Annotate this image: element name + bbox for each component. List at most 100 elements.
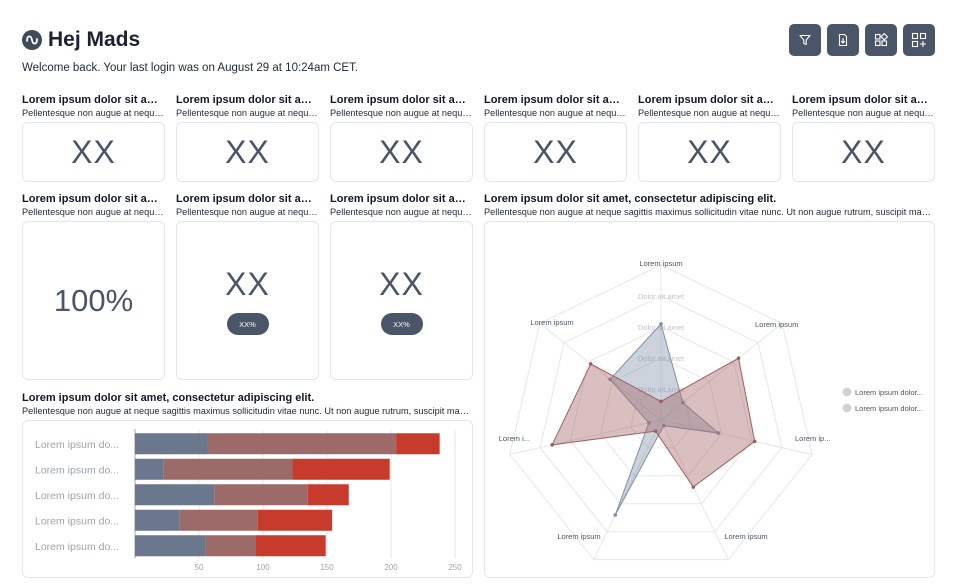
- change-badge: XX%: [380, 313, 423, 335]
- bar-segment: [179, 509, 258, 531]
- widget-title: Lorem ipsum dolor sit amet, consectetur: [330, 193, 473, 205]
- widget-title: Lorem ipsum dolor sit amet, consectetur: [792, 94, 935, 106]
- filter-icon: [799, 34, 811, 46]
- widget-subtitle: Pellentesque non augue at neque sagittis: [176, 207, 319, 217]
- widget-title: Lorem ipsum dolor sit amet, consectetur: [176, 193, 319, 205]
- bar-segment: [205, 535, 256, 557]
- kpi-card-5[interactable]: XX: [638, 122, 781, 182]
- trend-widget-1: Lorem ipsum dolor sit amet, consectetur …: [176, 193, 319, 218]
- grid-layout-icon: [874, 33, 888, 47]
- bar-segment: [396, 433, 440, 455]
- radar-point: [661, 423, 666, 428]
- radar-point: [752, 439, 757, 444]
- radar-card: Dolor sit amet Dolor sit amet Dolor sit am…: [484, 221, 935, 578]
- kpi-value: XX: [379, 266, 424, 302]
- widget-subtitle: Pellentesque non augue at neque sagittis…: [484, 207, 934, 217]
- add-widget-button[interactable]: [903, 24, 935, 56]
- trend-widget-2: Lorem ipsum dolor sit amet, consectetur …: [330, 193, 473, 218]
- widget-subtitle: Pellentesque non augue at neque sagittis: [330, 207, 473, 217]
- widget-title: Lorem ipsum dolor sit amet, consectetur: [638, 94, 781, 106]
- bar-segment: [163, 458, 293, 480]
- kpi-widget-4: Lorem ipsum dolor sit amet, consectetur …: [484, 94, 627, 119]
- kpi-value: XX: [225, 133, 270, 170]
- bar-segment: [135, 458, 164, 480]
- widget-title: Lorem ipsum dolor sit amet, consectetur: [22, 94, 165, 106]
- bar-segment: [135, 484, 215, 506]
- bar-segment: [135, 509, 180, 531]
- bar-segment: [257, 509, 333, 531]
- radar-point: [613, 513, 618, 517]
- radar-ring-label: Dolor sit amet: [638, 385, 685, 394]
- kpi-card-4[interactable]: XX: [484, 122, 627, 182]
- x-tick-label: 50: [195, 563, 204, 572]
- percent-card[interactable]: 100%: [22, 221, 165, 380]
- radar-axis-label: Lorem ipsum: [530, 318, 573, 327]
- radar-ring: [509, 264, 813, 561]
- kpi-card-6[interactable]: XX: [792, 122, 935, 182]
- trend-card-2[interactable]: XX XX%: [330, 221, 473, 380]
- kpi-card-2[interactable]: XX: [176, 122, 319, 182]
- category-label: Lorem ipsum do...: [35, 439, 119, 451]
- kpi-value: XX: [225, 266, 270, 302]
- radar-ring: [539, 295, 783, 533]
- radar-axis-label: Lorem ipsum: [639, 259, 682, 268]
- radar-axis-label: Lorem ipsum: [724, 532, 767, 541]
- toolbar: [789, 24, 935, 56]
- stacked-bar-chart: 50 100 150 200 250 Lorem ipsum do... Lorem ips…: [35, 429, 462, 572]
- radar-series-area: [609, 322, 721, 516]
- layout-button[interactable]: [865, 24, 897, 56]
- radar-point: [659, 322, 663, 326]
- widget-title: Lorem ipsum dolor sit amet, consectetur: [330, 94, 473, 106]
- bar-segment: [214, 484, 308, 506]
- kpi-widget-5: Lorem ipsum dolor sit amet, consectetur …: [638, 94, 781, 119]
- radar-axis-label: Lorem ipsum: [755, 320, 798, 329]
- radar-spoke: [593, 419, 662, 560]
- logo-icon: [22, 30, 42, 50]
- widget-title: Lorem ipsum dolor sit amet, consectetur: [484, 94, 627, 106]
- radar-series-area: [551, 357, 756, 488]
- category-label: Lorem ipsum do...: [35, 515, 119, 527]
- download-button[interactable]: [827, 24, 859, 56]
- bar-segment: [207, 433, 397, 455]
- x-tick-label: 150: [320, 563, 334, 572]
- kpi-card-3[interactable]: XX: [330, 122, 473, 182]
- widget-subtitle: Pellentesque non augue at neque sagittis: [484, 108, 627, 118]
- kpi-widget-1: Lorem ipsum dolor sit amet, consectetur …: [22, 94, 165, 119]
- radar-point: [608, 377, 612, 382]
- add-widget-icon: [911, 32, 927, 48]
- x-tick-label: 250: [448, 563, 462, 572]
- bar-card: 50 100 150 200 250 Lorem ipsum do... Lorem ips…: [22, 420, 473, 578]
- radar-ring: [600, 357, 722, 477]
- radar-spoke: [660, 322, 783, 421]
- kpi-widget-3: Lorem ipsum dolor sit amet, consectetur …: [330, 94, 473, 119]
- radar-point: [659, 399, 663, 404]
- widget-title: Lorem ipsum dolor sit amet, consectetur: [22, 193, 165, 205]
- radar-spoke: [539, 322, 662, 421]
- widget-subtitle: Pellentesque non augue at neque sagittis: [792, 108, 935, 118]
- radar-axis-label: Lorem ipsum: [557, 532, 600, 541]
- radar-axis-label: Lorem ip...: [795, 434, 830, 443]
- radar-point: [588, 362, 593, 366]
- widget-subtitle: Pellentesque non augue at neque sagittis: [176, 108, 319, 118]
- kpi-card-1[interactable]: XX: [22, 122, 165, 182]
- filter-button[interactable]: [789, 24, 821, 56]
- radar-point: [681, 400, 685, 405]
- radar-point: [716, 431, 721, 435]
- kpi-value: XX: [71, 133, 116, 170]
- trend-card-1[interactable]: XX XX%: [176, 221, 319, 380]
- legend-swatch: [842, 387, 852, 397]
- bar-segment: [135, 535, 206, 557]
- category-label: Lorem ipsum do...: [35, 541, 119, 553]
- legend-swatch: [842, 403, 852, 413]
- radar-chart: Dolor sit amet Dolor sit amet Dolor sit am…: [499, 259, 923, 561]
- download-file-icon: [838, 33, 848, 47]
- legend-label: Lorem ipsum dolor...: [855, 388, 923, 397]
- category-label: Lorem ipsum do...: [35, 490, 119, 502]
- kpi-value: XX: [841, 133, 886, 170]
- bar-segment: [135, 433, 208, 455]
- radar-ring-label: Dolor sit amet: [638, 323, 685, 332]
- radar-ring-label: Dolor sit amet: [638, 292, 685, 301]
- radar-widget: Lorem ipsum dolor sit amet, consectetur …: [484, 193, 934, 218]
- radar-point: [691, 485, 696, 489]
- radar-point: [550, 443, 554, 447]
